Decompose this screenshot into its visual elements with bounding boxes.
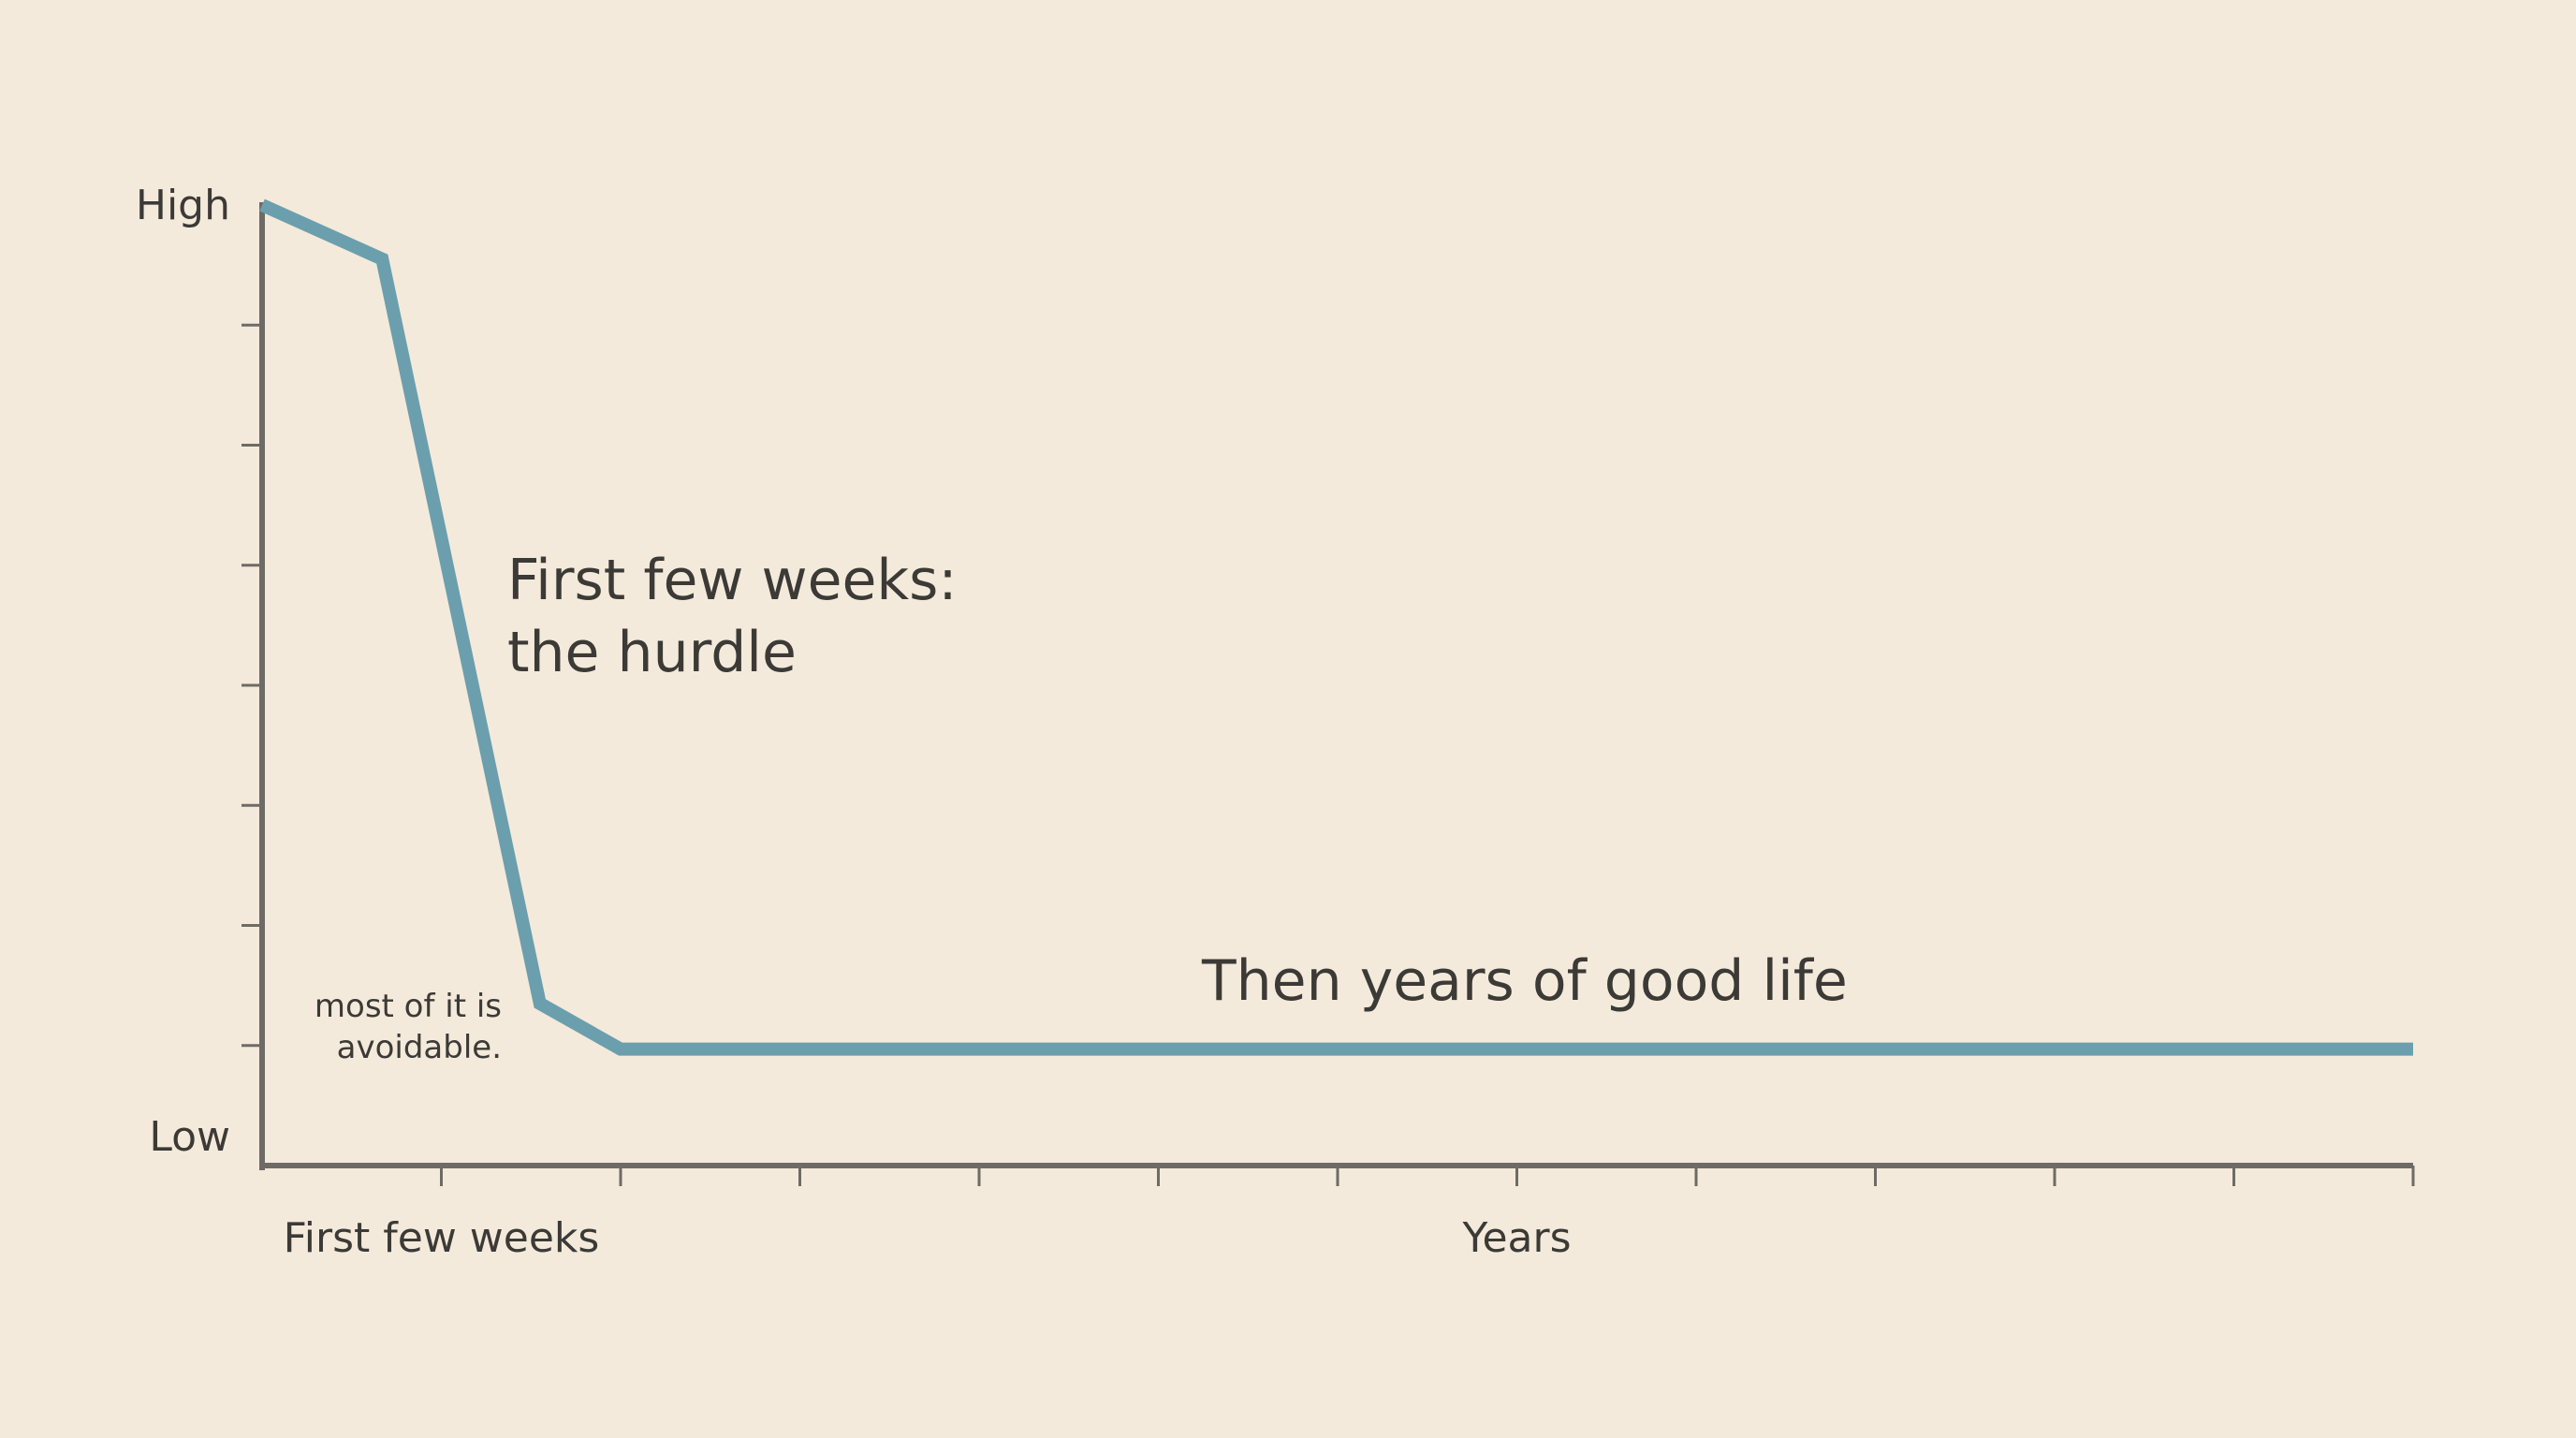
annotation-good-life: Then years of good life (1201, 948, 1848, 1014)
labels: High Low First few weeks Years First few wee… (136, 182, 1848, 1262)
x-tick-label: Years (1461, 1214, 1571, 1262)
annotation-line: the hurdle (507, 620, 797, 685)
x-tick-label: First few weeks (284, 1214, 600, 1262)
y-tick-label: High (136, 182, 230, 229)
annotation-line: most of it is (315, 988, 502, 1025)
annotation-line: Then years of good life (1201, 948, 1848, 1014)
annotation-hurdle: First few weeks: the hurdle (507, 548, 958, 685)
series-line (259, 198, 2413, 1056)
axes (242, 202, 2415, 1186)
y-tick-label: Low (149, 1113, 230, 1161)
annotation-line: First few weeks: (507, 548, 958, 613)
annotation-line: avoidable. (337, 1029, 502, 1066)
series-line-layer (259, 198, 2413, 1056)
annotation-avoidable: most of it is avoidable. (315, 988, 502, 1066)
